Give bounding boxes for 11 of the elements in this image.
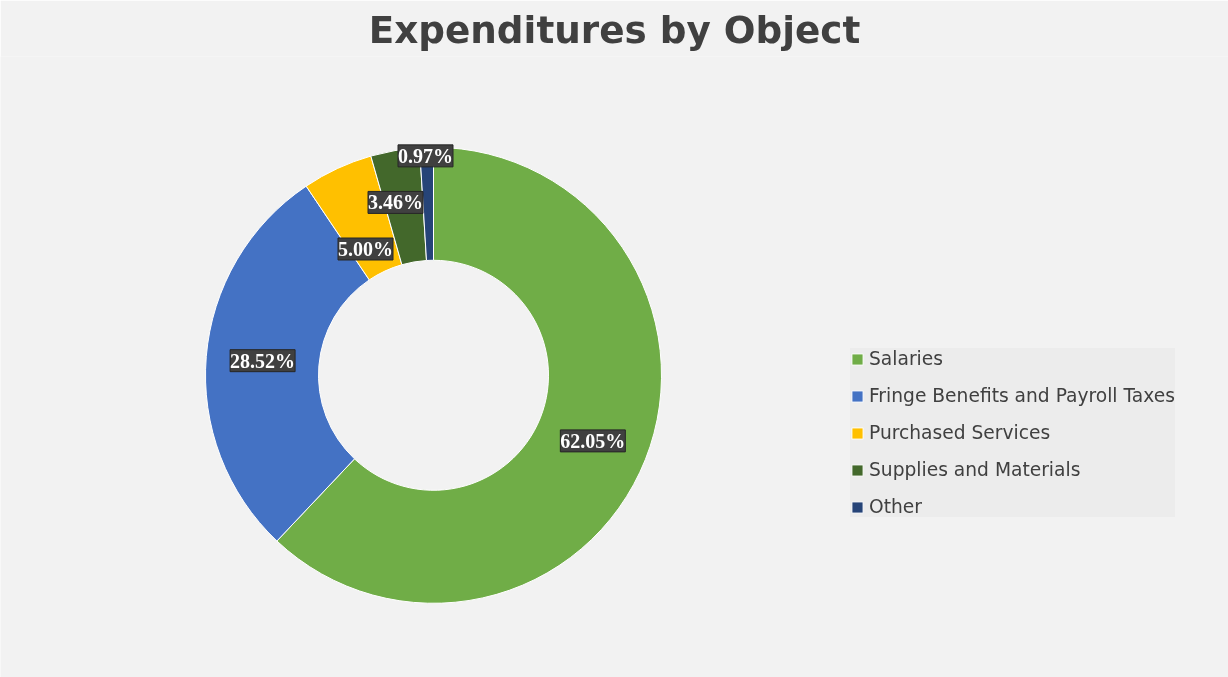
data-label: 5.00%: [338, 238, 393, 261]
data-label: 3.46%: [368, 191, 423, 214]
chart-title: Expenditures by Object: [368, 7, 861, 52]
legend-label: Supplies and Materials: [869, 459, 1081, 480]
legend-label: Other: [869, 496, 922, 517]
legend-label: Purchased Services: [869, 422, 1051, 443]
data-label: 62.05%: [560, 429, 626, 452]
data-label: 0.97%: [398, 144, 453, 167]
legend-label: Salaries: [869, 348, 943, 369]
legend-label: Fringe Benefits and Payroll Taxes: [869, 385, 1175, 406]
data-label: 28.52%: [230, 349, 296, 372]
